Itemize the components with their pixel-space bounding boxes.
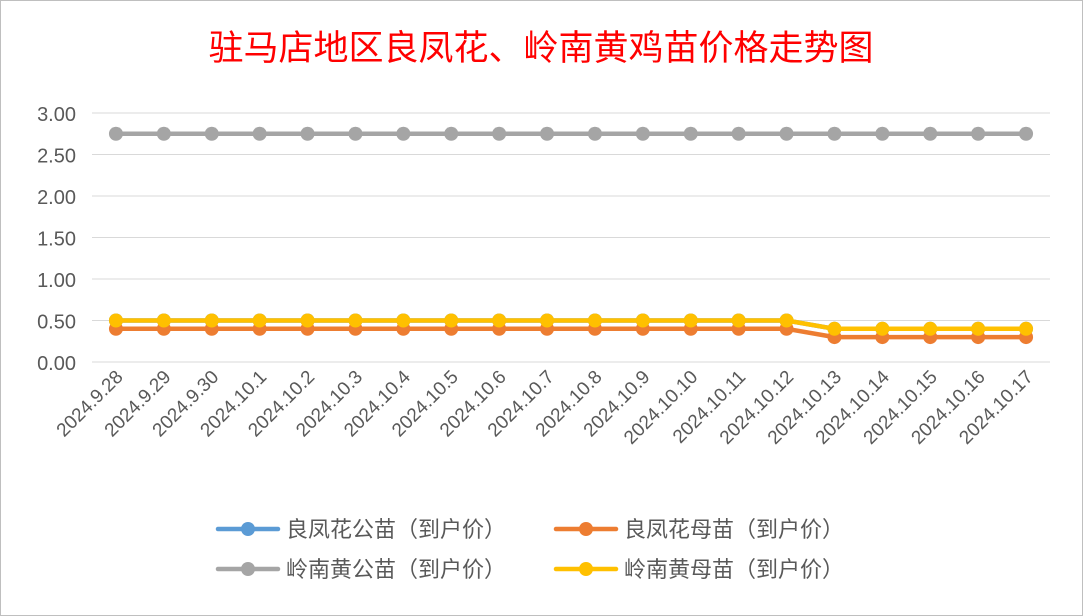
legend-item: 良凤花母苗（到户价） (553, 518, 844, 543)
data-point (300, 126, 315, 141)
data-point (252, 126, 267, 141)
y-tick-label: 2.50 (37, 146, 76, 168)
data-point (635, 126, 650, 141)
data-point (971, 126, 986, 141)
y-tick-label: 1.50 (37, 229, 76, 251)
legend-marker (241, 522, 255, 536)
y-tick-label: 0.00 (37, 353, 76, 375)
data-point (827, 126, 842, 141)
data-point (300, 313, 315, 328)
data-point (108, 126, 123, 141)
y-tick-label: 2.00 (37, 187, 76, 209)
y-axis: 3.00 2.50 2.00 1.50 1.00 0.50 0.00 (37, 104, 76, 375)
data-point (396, 126, 411, 141)
data-point (779, 126, 794, 141)
data-point (875, 321, 890, 336)
data-point (204, 126, 219, 141)
y-tick-label: 1.00 (37, 270, 76, 292)
y-tick-label: 0.50 (37, 312, 76, 334)
legend: 良凤花公苗（到户价） 良凤花母苗（到户价） 岭南黄公苗（到户价） 岭南黄母苗（到户价） (215, 518, 844, 583)
data-point (492, 313, 507, 328)
data-point (587, 126, 602, 141)
data-point (1019, 321, 1034, 336)
series-line (113, 318, 1029, 332)
legend-label: 良凤花公苗（到户价） (286, 518, 506, 543)
data-point (635, 313, 650, 328)
data-point (396, 313, 411, 328)
data-point (683, 313, 698, 328)
data-point (348, 313, 363, 328)
series-group (108, 126, 1034, 345)
chart-title: 驻马店地区良凤花、岭南黄鸡苗价格走势图 (208, 29, 873, 69)
series-line (113, 326, 1029, 340)
data-point (1019, 126, 1034, 141)
legend-item: 岭南黄公苗（到户价） (215, 558, 506, 583)
legend-item: 良凤花公苗（到户价） (215, 518, 506, 543)
data-point (587, 313, 602, 328)
y-tick-label: 3.00 (37, 104, 76, 126)
data-point (156, 126, 171, 141)
data-point (156, 313, 171, 328)
data-point (108, 313, 123, 328)
data-point (348, 126, 363, 141)
data-point (731, 313, 746, 328)
data-point (204, 313, 219, 328)
data-point (731, 126, 746, 141)
data-point (252, 313, 267, 328)
legend-marker (241, 562, 255, 576)
data-point (540, 126, 555, 141)
legend-label: 良凤花母苗（到户价） (624, 518, 844, 543)
series-4 (108, 313, 1034, 336)
data-point (683, 126, 698, 141)
data-point (923, 321, 938, 336)
legend-marker (579, 562, 593, 576)
data-point (444, 126, 459, 141)
data-point (875, 126, 890, 141)
data-point (779, 313, 794, 328)
data-point (923, 126, 938, 141)
legend-marker (579, 522, 593, 536)
data-point (492, 126, 507, 141)
data-point (827, 321, 842, 336)
legend-item: 岭南黄母苗（到户价） (553, 558, 844, 583)
series-3 (108, 126, 1034, 141)
data-point (444, 313, 459, 328)
data-point (540, 313, 555, 328)
legend-label: 岭南黄公苗（到户价） (286, 558, 506, 583)
data-point (971, 321, 986, 336)
legend-label: 岭南黄母苗（到户价） (624, 558, 844, 583)
